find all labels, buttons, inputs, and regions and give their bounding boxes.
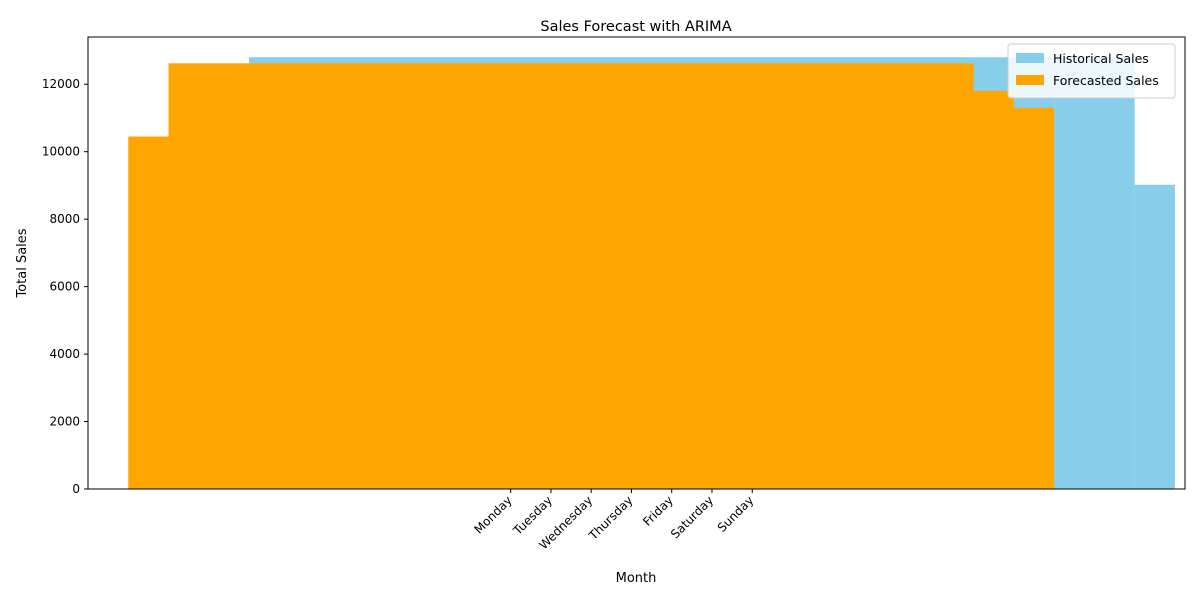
x-axis-label: Month — [616, 571, 657, 586]
forecast-sales-bar-3 — [1013, 107, 1055, 490]
y-tick-label: 4000 — [49, 347, 80, 361]
x-tick-label: Saturday — [668, 493, 716, 541]
forecast-sales-bar-1 — [168, 63, 974, 489]
chart-title: Sales Forecast with ARIMA — [540, 19, 731, 35]
x-tick-label: Sunday — [715, 493, 757, 535]
y-axis-label: Total Sales — [15, 228, 30, 298]
bars-layer — [128, 57, 1175, 490]
legend-label: Historical Sales — [1053, 51, 1149, 66]
legend: Historical Sales Forecasted Sales — [1007, 43, 1176, 99]
forecast-sales-bar-2 — [973, 90, 1014, 489]
legend-swatch — [1016, 75, 1044, 85]
plot-frame — [87, 36, 1186, 490]
legend-box — [1007, 43, 1176, 99]
y-tick-label: 6000 — [49, 280, 80, 294]
y-tick-label: 8000 — [49, 212, 80, 226]
legend-label: Forecasted Sales — [1053, 73, 1159, 88]
historical-sales-bar-2 — [1134, 184, 1175, 489]
historical-sales-bar-1 — [1054, 57, 1135, 490]
y-tick-label: 10000 — [42, 145, 80, 159]
x-tick-label: Friday — [640, 493, 676, 529]
y-tick-label: 0 — [72, 482, 80, 496]
x-tick-label: Monday — [471, 493, 514, 536]
y-tick-label: 2000 — [49, 415, 80, 429]
forecast-sales-bar-0 — [128, 136, 169, 490]
x-tick-label: Thursday — [586, 493, 636, 543]
y-tick-label: 12000 — [42, 77, 80, 91]
legend-swatch — [1016, 53, 1044, 63]
